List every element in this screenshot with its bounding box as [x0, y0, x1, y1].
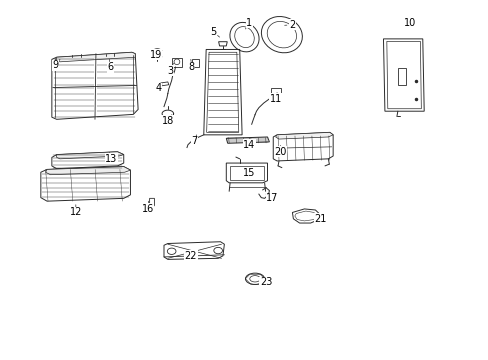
Polygon shape — [45, 167, 130, 175]
Text: 16: 16 — [142, 204, 154, 214]
Text: 21: 21 — [313, 214, 325, 224]
Text: 5: 5 — [210, 27, 216, 37]
Bar — [230, 166, 263, 180]
Bar — [397, 68, 406, 85]
Text: 7: 7 — [191, 136, 197, 146]
Text: 14: 14 — [243, 140, 255, 150]
Text: 12: 12 — [69, 207, 82, 217]
Text: 20: 20 — [274, 147, 286, 157]
Text: 11: 11 — [269, 94, 281, 104]
Text: 3: 3 — [167, 66, 173, 76]
Text: 23: 23 — [259, 277, 272, 287]
Polygon shape — [275, 132, 332, 139]
Text: 15: 15 — [243, 168, 255, 178]
Text: 2: 2 — [289, 20, 295, 30]
Polygon shape — [57, 152, 123, 159]
Bar — [270, 88, 281, 95]
Text: 9: 9 — [52, 60, 58, 70]
Text: 1: 1 — [246, 18, 252, 28]
Text: 19: 19 — [149, 50, 162, 60]
Text: 8: 8 — [188, 62, 194, 72]
Bar — [191, 59, 199, 67]
Bar — [171, 58, 182, 67]
Text: 10: 10 — [403, 18, 415, 28]
Text: 13: 13 — [105, 154, 117, 164]
Text: 18: 18 — [162, 116, 174, 126]
Text: 17: 17 — [265, 193, 278, 203]
Text: 22: 22 — [184, 251, 197, 261]
Polygon shape — [57, 52, 135, 62]
Text: 4: 4 — [155, 83, 161, 93]
Text: 6: 6 — [107, 62, 113, 72]
